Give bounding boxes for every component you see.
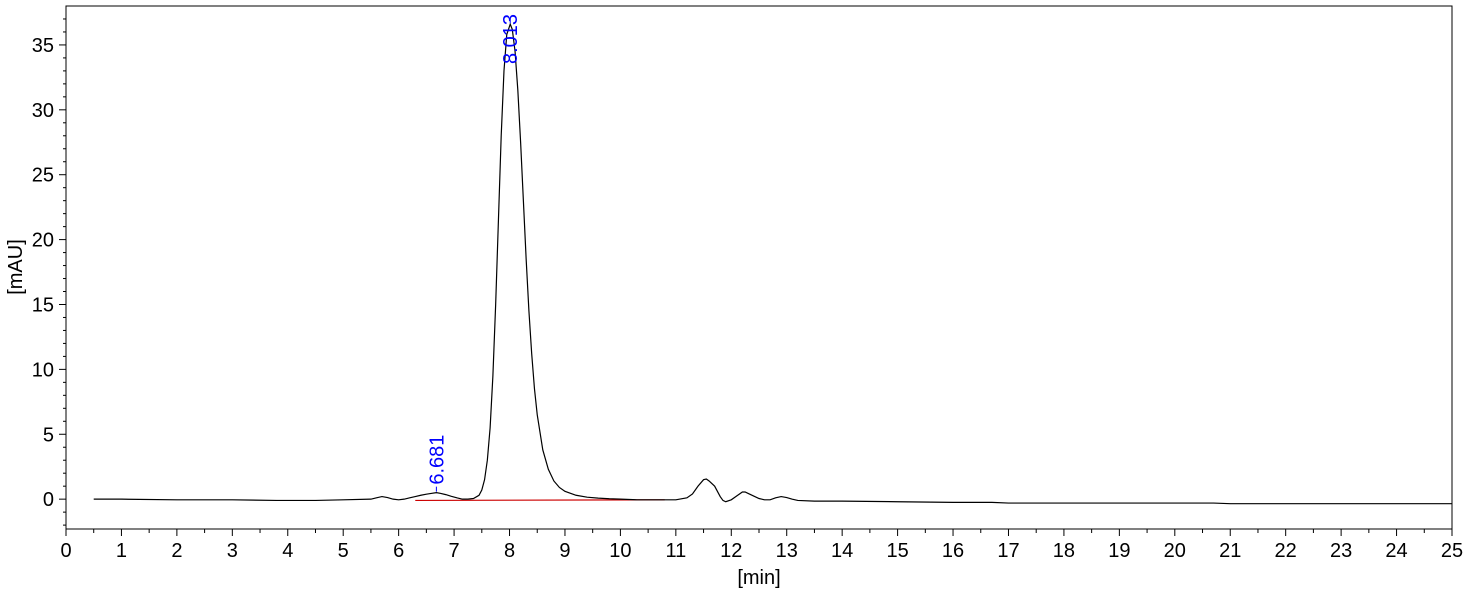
x-tick-label: 22 bbox=[1275, 540, 1297, 562]
y-tick-label: 10 bbox=[32, 359, 54, 381]
x-tick-label: 7 bbox=[449, 540, 460, 562]
y-tick-label: 5 bbox=[43, 424, 54, 446]
x-tick-label: 14 bbox=[831, 540, 853, 562]
x-tick-label: 4 bbox=[282, 540, 293, 562]
chromatogram-trace bbox=[93, 22, 1452, 505]
x-tick-label: 23 bbox=[1330, 540, 1352, 562]
x-tick-label: 2 bbox=[171, 540, 182, 562]
x-axis: 0 1 2 3 4 5 6 7 8 9 10 11 12 13 14 15 16 17 18 19 20 21 22 23 24… bbox=[60, 529, 1463, 562]
integration-baseline bbox=[415, 499, 665, 502]
x-tick-label: 8 bbox=[504, 540, 515, 562]
y-tick-label: 25 bbox=[32, 165, 54, 187]
plot-frame bbox=[65, 5, 1453, 530]
x-tick-label: 12 bbox=[720, 540, 742, 562]
y-axis: 0 5 10 15 20 25 30 35 bbox=[32, 18, 66, 526]
x-tick-label: 20 bbox=[1164, 540, 1186, 562]
x-tick-label: 6 bbox=[393, 540, 404, 562]
x-tick-label: 17 bbox=[997, 540, 1019, 562]
x-tick-label: 5 bbox=[338, 540, 349, 562]
y-tick-label: 35 bbox=[32, 35, 54, 57]
y-tick-label: 30 bbox=[32, 100, 54, 122]
x-tick-label: 0 bbox=[60, 540, 71, 562]
peak-labels: 6.681 8.013 bbox=[426, 14, 522, 492]
peak-label: 8.013 bbox=[500, 14, 522, 64]
x-tick-label: 1 bbox=[116, 540, 127, 562]
peak-label: 6.681 bbox=[426, 435, 448, 485]
x-tick-label: 21 bbox=[1219, 540, 1241, 562]
x-tick-label: 16 bbox=[942, 540, 964, 562]
x-tick-label: 15 bbox=[886, 540, 908, 562]
x-axis-label: [min] bbox=[737, 567, 780, 589]
y-tick-label: 15 bbox=[32, 294, 54, 316]
x-tick-label: 24 bbox=[1385, 540, 1407, 562]
x-tick-label: 13 bbox=[776, 540, 798, 562]
x-tick-label: 3 bbox=[227, 540, 238, 562]
x-tick-label: 9 bbox=[559, 540, 570, 562]
x-tick-label: 19 bbox=[1108, 540, 1130, 562]
x-tick-label: 18 bbox=[1053, 540, 1075, 562]
x-tick-label: 11 bbox=[665, 540, 686, 562]
y-tick-label: 20 bbox=[32, 230, 54, 252]
baseline-group bbox=[415, 499, 665, 502]
y-axis-label: [mAU] bbox=[5, 239, 27, 295]
y-tick-label: 0 bbox=[43, 489, 54, 511]
x-tick-label: 25 bbox=[1441, 540, 1463, 562]
x-tick-label: 10 bbox=[609, 540, 631, 562]
